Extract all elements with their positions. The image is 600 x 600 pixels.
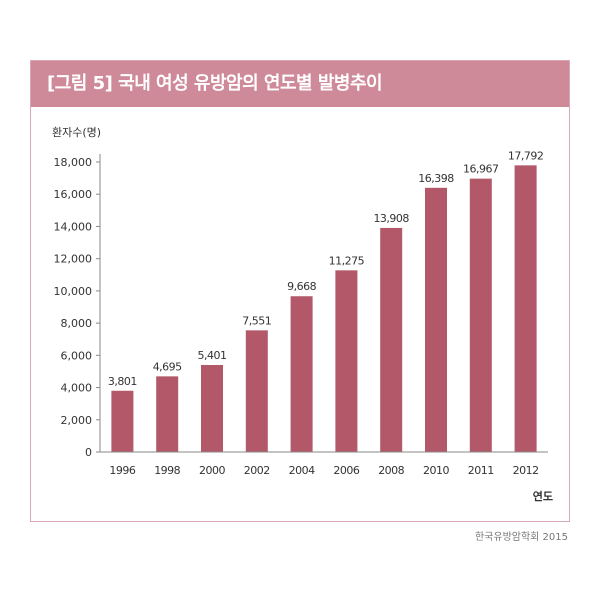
bar-value-label: 9,668 (287, 280, 316, 293)
y-tick-label: 2,000 (61, 414, 93, 427)
bar (425, 187, 447, 452)
y-tick-label: 6,000 (61, 349, 93, 362)
x-tick-label: 2011 (468, 464, 494, 477)
chart-title: [그림 5] 국내 여성 유방암의 연도별 발병추이 (31, 61, 569, 107)
bar-value-label: 5,401 (198, 349, 227, 362)
bar-value-label: 11,275 (329, 254, 365, 267)
x-axis-label: 연도 (533, 489, 553, 503)
x-tick-label: 2000 (199, 464, 225, 477)
bar-value-label: 7,551 (242, 314, 271, 327)
bar (290, 296, 313, 452)
y-tick-label: 10,000 (54, 285, 93, 298)
bar-value-label: 17,792 (508, 149, 544, 162)
bar (469, 178, 492, 453)
bar (335, 270, 358, 452)
y-tick-label: 14,000 (54, 220, 93, 233)
y-tick-label: 8,000 (61, 317, 93, 330)
bars: 3,801 4,695 5,401 7,551 9,668 11,275 13,908 16,… (108, 149, 544, 453)
y-axis-label: 환자수(명) (52, 126, 101, 139)
y-tick-label: 12,000 (54, 253, 93, 266)
x-tick-label: 2006 (333, 464, 359, 477)
bar (111, 390, 134, 452)
x-axis: 1996 1998 2000 2002 2004 2006 2008 2010 2011 2012 (100, 451, 548, 477)
bar-value-label: 3,801 (108, 375, 137, 388)
y-axis: 0 2,000 4,000 6,000 8,000 10,000 12,000 14,000 1… (54, 154, 101, 459)
y-tick-label: 18,000 (54, 156, 93, 169)
bar (245, 330, 268, 452)
bar-value-label: 16,398 (418, 172, 454, 185)
source-note: 한국유방암학회 2015 (474, 532, 568, 543)
y-tick-label: 16,000 (54, 188, 93, 201)
bar (201, 364, 223, 452)
x-tick-label: 2010 (423, 464, 449, 477)
bar (156, 376, 179, 452)
x-tick-label: 2004 (289, 464, 315, 477)
bar (514, 165, 537, 452)
x-tick-label: 2008 (378, 464, 404, 477)
bar-value-label: 4,695 (153, 360, 182, 373)
bar (380, 227, 403, 452)
y-tick-label: 0 (85, 446, 92, 459)
x-tick-label: 2002 (244, 464, 270, 477)
y-tick-label: 4,000 (61, 382, 93, 395)
bar-value-label: 16,967 (463, 163, 499, 176)
x-tick-label: 2012 (513, 464, 539, 477)
bar-value-label: 13,908 (373, 212, 409, 225)
x-tick-label: 1998 (154, 464, 180, 477)
x-tick-label: 1996 (109, 464, 135, 477)
